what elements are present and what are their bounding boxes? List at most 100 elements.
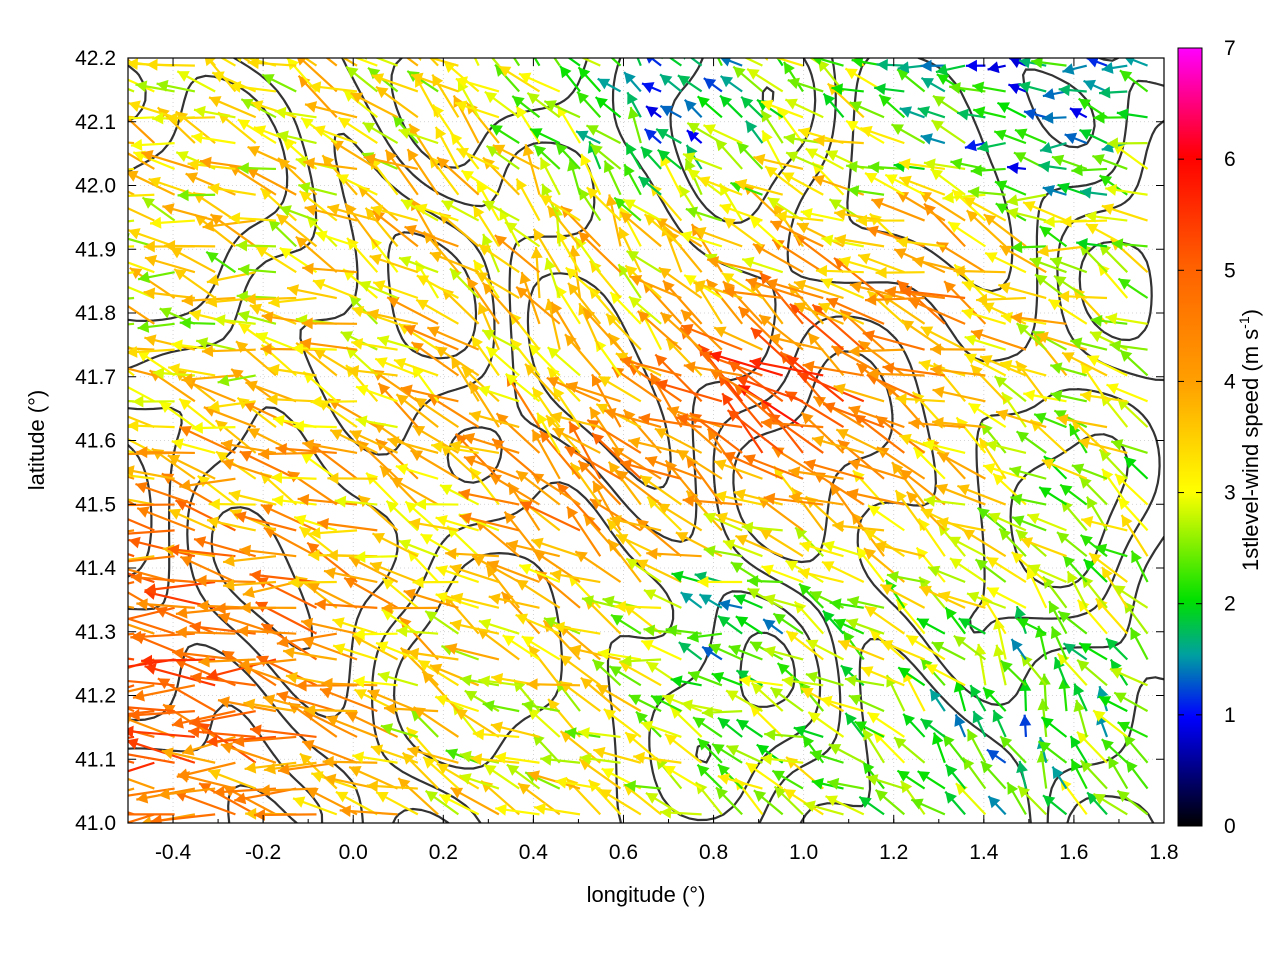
wind-arrow: [1007, 162, 1026, 174]
wind-arrow: [240, 602, 297, 614]
wind-arrow: [704, 78, 722, 91]
wind-arrow: [798, 372, 864, 401]
wind-arrow: [108, 528, 174, 540]
wind-arrow: [1124, 735, 1148, 763]
colorbar-tick-label: 6: [1224, 148, 1236, 171]
wind-arrow: [239, 545, 296, 557]
wind-arrow: [409, 124, 438, 169]
wind-arrow: [238, 119, 276, 143]
colorbar-label: 1stlevel-wind speed (m s-1): [1236, 309, 1263, 571]
wind-arrow: [358, 49, 397, 66]
wind-arrow: [502, 592, 540, 634]
wind-arrow: [1052, 767, 1066, 789]
wind-arrow: [764, 646, 803, 659]
wind-arrow: [686, 207, 722, 221]
wind-arrow: [78, 594, 134, 608]
wind-arrow: [813, 135, 863, 147]
wind-arrow: [256, 332, 296, 350]
wind-arrow: [639, 176, 661, 194]
wind-arrow: [894, 737, 924, 762]
x-tick-label: 0.8: [699, 841, 728, 864]
wind-arrow: [416, 300, 458, 324]
wind-arrow: [69, 532, 134, 556]
wind-arrow: [422, 671, 458, 711]
wind-arrow: [262, 74, 296, 91]
wind-arrow: [784, 62, 803, 91]
y-tick-label: 41.0: [75, 812, 116, 835]
x-axis-label: longitude (°): [587, 882, 706, 907]
wind-arrow: [335, 48, 377, 65]
wind-arrow: [897, 192, 945, 221]
wind-arrow: [1080, 477, 1107, 505]
wind-arrow: [138, 271, 175, 283]
wind-arrow: [144, 334, 195, 349]
colorbar-tick-label: 5: [1224, 259, 1236, 282]
wind-arrow: [560, 66, 580, 92]
wind-arrow: [943, 735, 965, 763]
wind-arrow: [567, 159, 580, 195]
wind-arrow: [80, 459, 134, 479]
wind-arrow: [376, 792, 418, 814]
wind-arrow: [917, 619, 945, 634]
wind-arrow: [195, 42, 236, 65]
wind-arrow: [620, 356, 681, 375]
wind-arrow: [1017, 618, 1047, 633]
wind-arrow: [194, 106, 236, 118]
wind-arrow: [946, 765, 965, 789]
wind-arrow: [340, 805, 398, 817]
wind-arrow: [367, 780, 418, 792]
wind-arrow: [581, 678, 621, 711]
wind-arrow: [824, 94, 844, 118]
wind-arrow: [188, 726, 256, 738]
wind-arrow: [932, 733, 945, 763]
wind-arrow: [806, 149, 844, 169]
wind-arrow: [358, 495, 397, 530]
wind-arrow: [903, 670, 924, 711]
x-tick-label: 1.6: [1059, 841, 1088, 864]
wind-arrow: [642, 82, 661, 93]
wind-arrow: [721, 76, 743, 92]
wind-arrow: [997, 102, 1026, 117]
wind-arrow: [1077, 732, 1107, 763]
wind-arrow: [660, 807, 702, 819]
wind-arrow: [665, 734, 702, 763]
wind-arrow: [604, 709, 641, 737]
wind-arrow: [236, 240, 276, 252]
wind-arrow: [858, 253, 904, 272]
wind-arrow: [238, 162, 276, 174]
wind-arrow: [101, 659, 175, 675]
wind-arrow: [1023, 201, 1066, 221]
wind-arrow: [987, 587, 1026, 607]
wind-arrow: [126, 171, 175, 195]
wind-arrow: [91, 659, 154, 682]
wind-arrow: [159, 402, 194, 427]
wind-arrow: [75, 530, 134, 543]
wind-arrow: [1117, 399, 1147, 428]
wind-arrow: [1099, 87, 1127, 99]
wind-arrow: [1077, 660, 1107, 685]
wind-arrow: [1131, 628, 1148, 660]
y-tick-label: 41.5: [75, 493, 116, 516]
colorbar-tick-label: 2: [1224, 593, 1236, 616]
wind-arrow: [763, 594, 803, 608]
wind-arrow: [277, 131, 317, 144]
wind-arrow: [903, 714, 924, 737]
wind-arrow: [801, 413, 843, 453]
x-tick-label: 0.0: [339, 841, 368, 864]
wind-arrow: [624, 72, 641, 91]
wind-arrow: [928, 566, 965, 582]
colorbar-tick-label: 0: [1224, 815, 1236, 838]
wind-arrow: [353, 635, 398, 659]
wind-arrow: [317, 518, 377, 530]
y-tick-label: 41.9: [75, 238, 116, 261]
wind-arrow: [848, 185, 884, 197]
wind-arrow: [384, 703, 438, 715]
arrow-layer: [63, 27, 1147, 836]
wind-arrow: [719, 55, 742, 66]
wind-arrow: [868, 712, 905, 737]
x-tick-label: 0.4: [519, 841, 549, 864]
wind-arrow: [1042, 112, 1066, 124]
y-tick-label: 41.7: [75, 366, 116, 389]
wind-arrow: [699, 594, 721, 607]
